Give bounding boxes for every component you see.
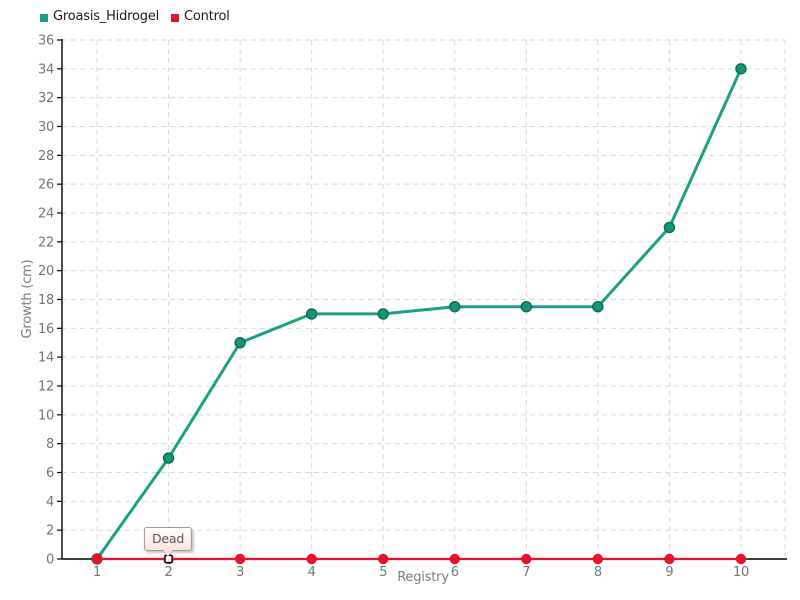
y-tick-label: 16 — [38, 322, 54, 337]
x-tick-label: 7 — [522, 565, 530, 580]
data-point-control[interactable] — [592, 553, 604, 565]
gridlines — [62, 39, 786, 559]
data-point-control[interactable] — [378, 553, 389, 565]
x-tick-label: 6 — [451, 565, 459, 580]
data-point-groasis_hidrogel[interactable] — [377, 308, 389, 320]
data-point-control[interactable] — [735, 553, 747, 565]
y-tick-label: 22 — [38, 235, 54, 250]
y-tick-label: 0 — [46, 553, 54, 568]
series — [91, 63, 747, 565]
y-tick-label: 4 — [46, 495, 54, 510]
data-point-groasis_hidrogel[interactable] — [735, 63, 747, 75]
y-tick-label: 12 — [38, 380, 54, 395]
data-point-groasis_hidrogel[interactable] — [234, 337, 246, 349]
data-point-control[interactable] — [234, 553, 246, 565]
y-tick-label: 36 — [38, 34, 54, 49]
series-line-groasis_hidrogel — [95, 67, 743, 561]
y-tick-label: 18 — [38, 293, 54, 308]
data-point-control[interactable] — [306, 553, 317, 565]
x-tick-label: 1 — [93, 565, 101, 580]
legend-label-groasis-hidrogel: Groasis_Hidrogel — [53, 9, 160, 24]
x-tick-label: 9 — [665, 565, 673, 580]
y-axis-title: Growth (cm) — [20, 260, 35, 339]
legend-swatch-control — [171, 13, 180, 22]
legend: Groasis_Hidrogel Control — [40, 9, 230, 24]
x-tick-label: 10 — [733, 565, 749, 580]
y-tick-label: 8 — [46, 437, 54, 452]
y-tick-label: 32 — [38, 91, 54, 106]
x-axis-title: Registry — [397, 570, 449, 585]
legend-swatch-groasis-hidrogel — [40, 13, 48, 22]
y-tick-label: 28 — [38, 149, 54, 164]
y-tick-label: 26 — [38, 178, 54, 193]
data-point-groasis_hidrogel[interactable] — [592, 301, 604, 313]
y-tick-label: 34 — [38, 62, 54, 77]
data-point-control[interactable] — [91, 553, 103, 565]
legend-item-control: Control — [171, 9, 230, 24]
data-point-control[interactable] — [664, 553, 675, 565]
y-tick-label: 14 — [38, 351, 54, 366]
data-point-groasis_hidrogel[interactable] — [449, 301, 461, 313]
x-tick-label: 5 — [379, 565, 387, 580]
x-tick-label: 2 — [165, 565, 173, 580]
legend-label-control: Control — [184, 9, 230, 24]
x-tick-label: 8 — [594, 565, 602, 580]
y-tick-label: 20 — [38, 264, 54, 279]
x-tick-label: 3 — [236, 565, 244, 580]
data-point-groasis_hidrogel[interactable] — [520, 301, 532, 313]
dead-tooltip: Dead — [143, 527, 193, 557]
y-tick-label: 24 — [38, 207, 54, 222]
y-tick-label: 6 — [46, 466, 54, 481]
data-point-control[interactable] — [521, 553, 532, 565]
legend-item-groasis-hidrogel: Groasis_Hidrogel — [40, 9, 159, 24]
x-tick-label: 4 — [308, 565, 316, 580]
data-point-control[interactable] — [449, 553, 460, 565]
dead-tooltip-text: Dead — [151, 531, 185, 546]
tooltip-pointer-fill — [162, 548, 174, 556]
y-tick-label: 30 — [38, 120, 54, 135]
data-point-groasis_hidrogel[interactable] — [162, 452, 175, 464]
y-tick-label: 2 — [46, 524, 54, 539]
data-point-groasis_hidrogel[interactable] — [663, 221, 676, 234]
y-tick-label: 10 — [38, 408, 54, 423]
data-point-groasis_hidrogel[interactable] — [305, 308, 318, 320]
